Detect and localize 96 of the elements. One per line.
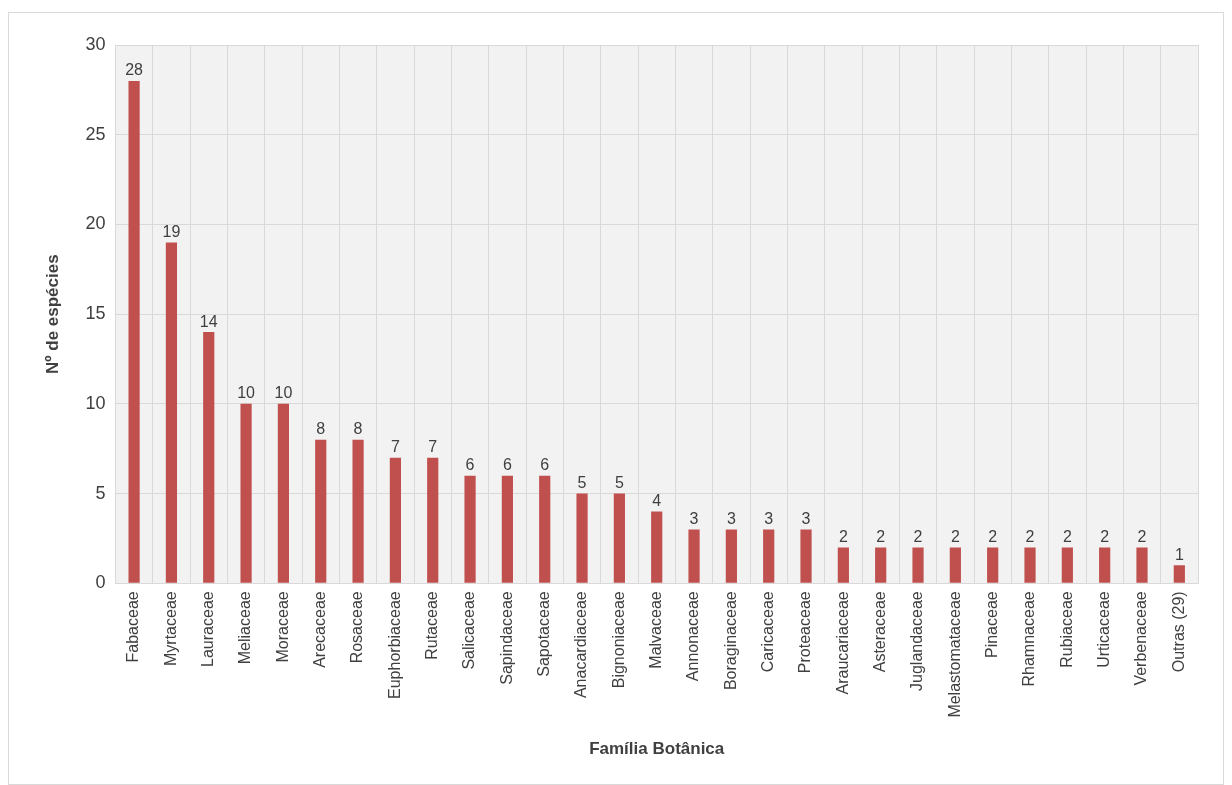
bar [128,80,140,583]
bar [1173,565,1185,583]
x-tick-label: Caricaceae [759,591,777,673]
data-label: 10 [274,384,293,402]
x-tick-label: Asteraceae [871,591,889,673]
data-label: 7 [428,438,438,456]
data-label: 8 [353,420,363,438]
x-tick-label: Sapindaceae [497,591,515,685]
x-tick-label: Juglandaceae [908,591,926,691]
bar [203,332,215,583]
bar [875,547,887,583]
x-tick-label: Euphorbiaceae [385,591,403,699]
y-tick-label: 5 [95,482,106,503]
data-label: 2 [988,527,998,545]
x-tick-label: Malvaceae [647,591,665,669]
bar [651,511,663,583]
bar [837,547,849,583]
x-tick-label: Annonaceae [684,591,702,682]
data-label: 2 [838,527,848,545]
bar [912,547,924,583]
bar [800,529,812,583]
data-label: 3 [726,509,736,527]
x-tick-label: Rubiaceae [1057,591,1075,668]
y-tick-label: 20 [85,213,106,234]
data-label: 10 [237,384,256,402]
bar [539,475,551,583]
data-label: 2 [913,527,923,545]
data-label: 2 [1025,527,1035,545]
bar [240,403,252,583]
x-tick-label: Arecaceae [311,591,329,668]
bar [1024,547,1036,583]
data-label: 6 [540,456,550,474]
data-label: 2 [950,527,960,545]
bar [427,457,439,583]
data-label: 8 [316,420,326,438]
data-label: 2 [1062,527,1072,545]
x-tick-label: Salicaceae [460,591,478,670]
bar [352,439,364,583]
x-tick-label: Outras (29) [1169,591,1187,673]
y-tick-label: 10 [85,392,106,413]
data-label: 2 [1100,527,1110,545]
bar [576,493,588,583]
x-tick-label: Fabaceae [124,591,142,663]
x-tick-label: Moraceae [273,591,291,663]
y-axis-title: Nº de espécies [42,254,62,374]
bar [949,547,961,583]
data-label: 19 [162,222,181,240]
data-label: 1 [1174,545,1184,563]
bar [315,439,327,583]
bar [763,529,775,583]
x-tick-label: Lauraceae [199,591,217,667]
x-tick-label: Rosaceae [348,591,366,664]
data-label: 6 [465,456,475,474]
data-label: 4 [652,491,662,509]
data-label: 3 [801,509,811,527]
x-tick-label: Melastomataceae [945,591,963,718]
data-label: 6 [502,456,512,474]
bar [1061,547,1073,583]
bar [725,529,737,583]
x-tick-label: Rhamnaceae [1020,591,1038,687]
y-tick-label: 15 [85,303,106,324]
bar [277,403,290,583]
data-label: 3 [689,509,699,527]
data-label: 7 [390,438,400,456]
x-tick-label: Meliaceae [236,591,254,665]
y-tick-label: 30 [85,33,106,54]
y-tick-label: 25 [85,123,106,144]
data-label: 2 [1137,527,1147,545]
x-tick-label: Anacardiaceae [572,591,590,699]
data-label: 5 [614,474,624,491]
bar [464,475,476,583]
bar [389,457,401,583]
x-tick-label: Pinaceae [983,591,1001,659]
x-tick-label: Rutaceae [423,591,441,660]
bar [501,475,513,583]
bar [688,529,700,583]
bar [613,493,625,583]
x-tick-label: Verbenaceae [1132,591,1150,686]
x-tick-label: Urticaceae [1095,591,1113,668]
x-tick-label: Sapotaceae [535,591,553,677]
x-tick-label: Proteaceae [796,591,814,674]
bar [987,547,999,583]
x-axis-title: Família Botânica [589,739,725,759]
data-label: 3 [764,509,774,527]
bar [1136,547,1148,583]
x-tick-label: Bignoniaceae [609,591,627,689]
bar [1099,547,1111,583]
data-label: 5 [577,474,587,491]
data-label: 2 [876,527,886,545]
data-label: 28 [125,61,144,79]
y-tick-label: 0 [95,572,106,593]
x-tick-label: Myrtaceae [161,591,179,667]
bar [165,242,178,583]
data-label: 14 [199,312,218,330]
x-tick-label: Boraginaceae [721,591,739,691]
x-tick-label: Araucariaceae [833,591,851,695]
